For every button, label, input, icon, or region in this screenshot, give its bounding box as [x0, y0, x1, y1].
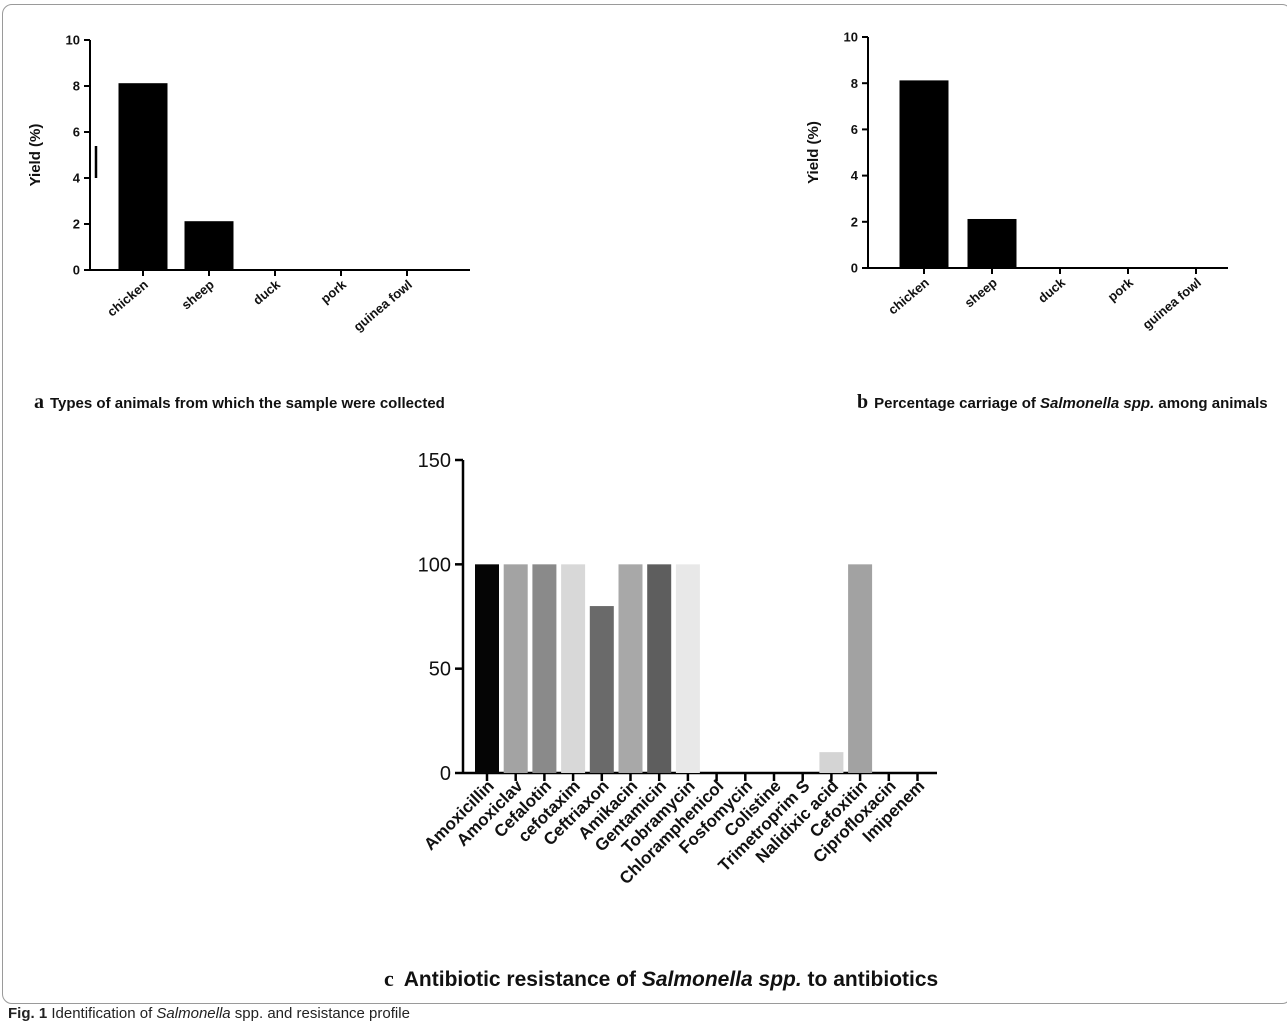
panel-b-y-tick-label: 4	[851, 168, 859, 183]
panel-b-x-tick-label: guinea fowl	[1140, 275, 1204, 332]
panel-c-y-tick-label: 50	[429, 659, 451, 681]
panel-c-bar	[475, 564, 499, 773]
panel-a-y-tick-label: 6	[73, 125, 80, 140]
panel-a-x-tick-label: chicken	[104, 277, 151, 320]
panel-a-bar	[185, 222, 233, 270]
panel-c-caption-prefix: Antibiotic resistance of	[404, 968, 642, 991]
panel-c-y-tick-label: 0	[440, 763, 451, 785]
panel-b-caption-suffix: among animals	[1154, 395, 1267, 412]
figure-label: Fig. 1	[8, 1005, 47, 1022]
panel-a-y-tick-label: 2	[73, 217, 80, 232]
panel-a-y-axis-label: Yield (%)	[27, 124, 44, 187]
panel-b-bar	[968, 219, 1016, 268]
panel-c-y-tick-label: 150	[418, 450, 451, 472]
panel-c-bar	[848, 564, 872, 773]
panel-c-caption-italic: Salmonella spp.	[642, 968, 802, 991]
panel-c-bar	[590, 606, 614, 773]
panel-b-x-tick-label: duck	[1035, 274, 1068, 305]
panel-b-y-tick-label: 6	[851, 122, 858, 137]
panel-b-bar	[900, 81, 948, 268]
figure-caption-prefix: Identification of	[51, 1005, 156, 1022]
panel-b-x-tick-label: pork	[1105, 274, 1137, 304]
panel-c-caption-suffix: to antibiotics	[802, 968, 939, 991]
panel-b-y-tick-label: 10	[844, 30, 858, 45]
panel-c-bar	[532, 564, 556, 773]
panel-b-letter: b	[857, 391, 868, 413]
panel-b-x-tick-label: sheep	[962, 275, 1000, 311]
panel-b-y-tick-label: 2	[851, 214, 858, 229]
panel-a-x-tick-label: guinea fowl	[351, 277, 415, 334]
panel-a-x-tick-label: duck	[250, 276, 283, 307]
panel-c-bar	[504, 564, 528, 773]
panel-a-y-tick-label: 10	[66, 33, 80, 48]
panel-a-caption-text: Types of animals from which the sample w…	[50, 395, 445, 412]
panel-a-y-tick-label: 0	[73, 263, 80, 278]
panel-a-x-tick-label: sheep	[179, 277, 217, 313]
figure-caption-italic: Salmonella	[156, 1005, 230, 1022]
panel-c-bar	[647, 564, 671, 773]
panel-c-letter: c	[384, 966, 394, 991]
panel-c-y-tick-label: 100	[418, 554, 451, 576]
panel-b-y-tick-label: 0	[851, 261, 858, 276]
panel-a-bar	[119, 84, 167, 270]
panel-b-y-tick-label: 8	[851, 76, 858, 91]
panel-c-bar	[819, 752, 843, 773]
panel-a-y-tick-label: 8	[73, 79, 80, 94]
panel-c-bar	[561, 564, 585, 773]
figure-caption: Fig. 1 Identification of Salmonella spp.…	[8, 1005, 410, 1022]
panel-b-caption-italic: Salmonella spp.	[1040, 395, 1154, 412]
figure-caption-suffix: spp. and resistance profile	[231, 1005, 410, 1022]
panel-a-x-tick-label: pork	[318, 276, 350, 306]
panel-c-bar	[676, 564, 700, 773]
panel-b-x-tick-label: chicken	[885, 275, 932, 318]
panel-a-caption: a Types of animals from which the sample …	[34, 391, 445, 414]
panel-c-bar	[619, 564, 643, 773]
panel-b-caption: b Percentage carriage of Salmonella spp. …	[857, 391, 1268, 414]
panel-a-y-tick-label: 4	[73, 171, 81, 186]
panel-b-caption-prefix: Percentage carriage of	[874, 395, 1040, 412]
panel-b-y-axis-label: Yield (%)	[805, 121, 822, 184]
panel-c-caption: c Antibiotic resistance of Salmonella spp…	[384, 966, 938, 992]
panel-a-letter: a	[34, 391, 44, 413]
